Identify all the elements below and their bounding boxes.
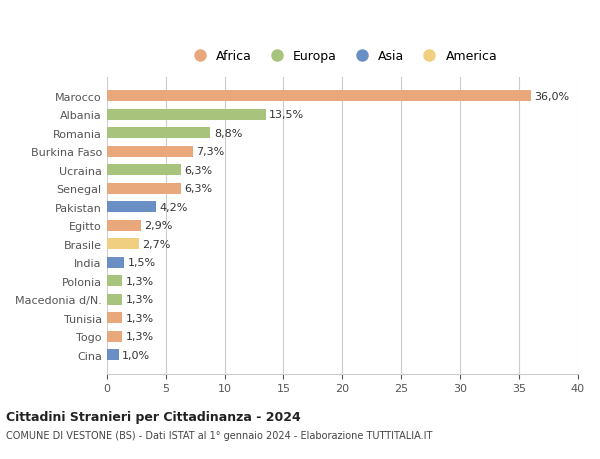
Text: 1,0%: 1,0% — [122, 350, 150, 360]
Bar — [107, 313, 122, 324]
Bar — [107, 91, 531, 102]
Text: 1,3%: 1,3% — [125, 313, 154, 323]
Bar — [107, 331, 122, 342]
Text: 1,3%: 1,3% — [125, 295, 154, 304]
Bar — [107, 146, 193, 157]
Legend: Africa, Europa, Asia, America: Africa, Europa, Asia, America — [182, 45, 502, 68]
Bar — [107, 257, 124, 268]
Bar — [107, 128, 211, 139]
Text: 6,3%: 6,3% — [184, 165, 212, 175]
Text: 13,5%: 13,5% — [269, 110, 304, 120]
Bar — [107, 202, 156, 213]
Text: 36,0%: 36,0% — [535, 92, 569, 101]
Bar — [107, 183, 181, 195]
Text: 2,7%: 2,7% — [142, 239, 170, 249]
Text: 2,9%: 2,9% — [145, 221, 173, 231]
Bar — [107, 110, 266, 121]
Bar — [107, 349, 119, 360]
Bar — [107, 275, 122, 286]
Text: 8,8%: 8,8% — [214, 129, 242, 139]
Text: 1,3%: 1,3% — [125, 331, 154, 341]
Text: Cittadini Stranieri per Cittadinanza - 2024: Cittadini Stranieri per Cittadinanza - 2… — [6, 410, 301, 423]
Bar — [107, 220, 141, 231]
Text: 6,3%: 6,3% — [184, 184, 212, 194]
Text: 1,5%: 1,5% — [128, 257, 156, 268]
Text: 4,2%: 4,2% — [160, 202, 188, 213]
Text: 7,3%: 7,3% — [196, 147, 224, 157]
Text: 1,3%: 1,3% — [125, 276, 154, 286]
Bar — [107, 294, 122, 305]
Text: COMUNE DI VESTONE (BS) - Dati ISTAT al 1° gennaio 2024 - Elaborazione TUTTITALIA: COMUNE DI VESTONE (BS) - Dati ISTAT al 1… — [6, 431, 433, 440]
Bar — [107, 239, 139, 250]
Bar — [107, 165, 181, 176]
